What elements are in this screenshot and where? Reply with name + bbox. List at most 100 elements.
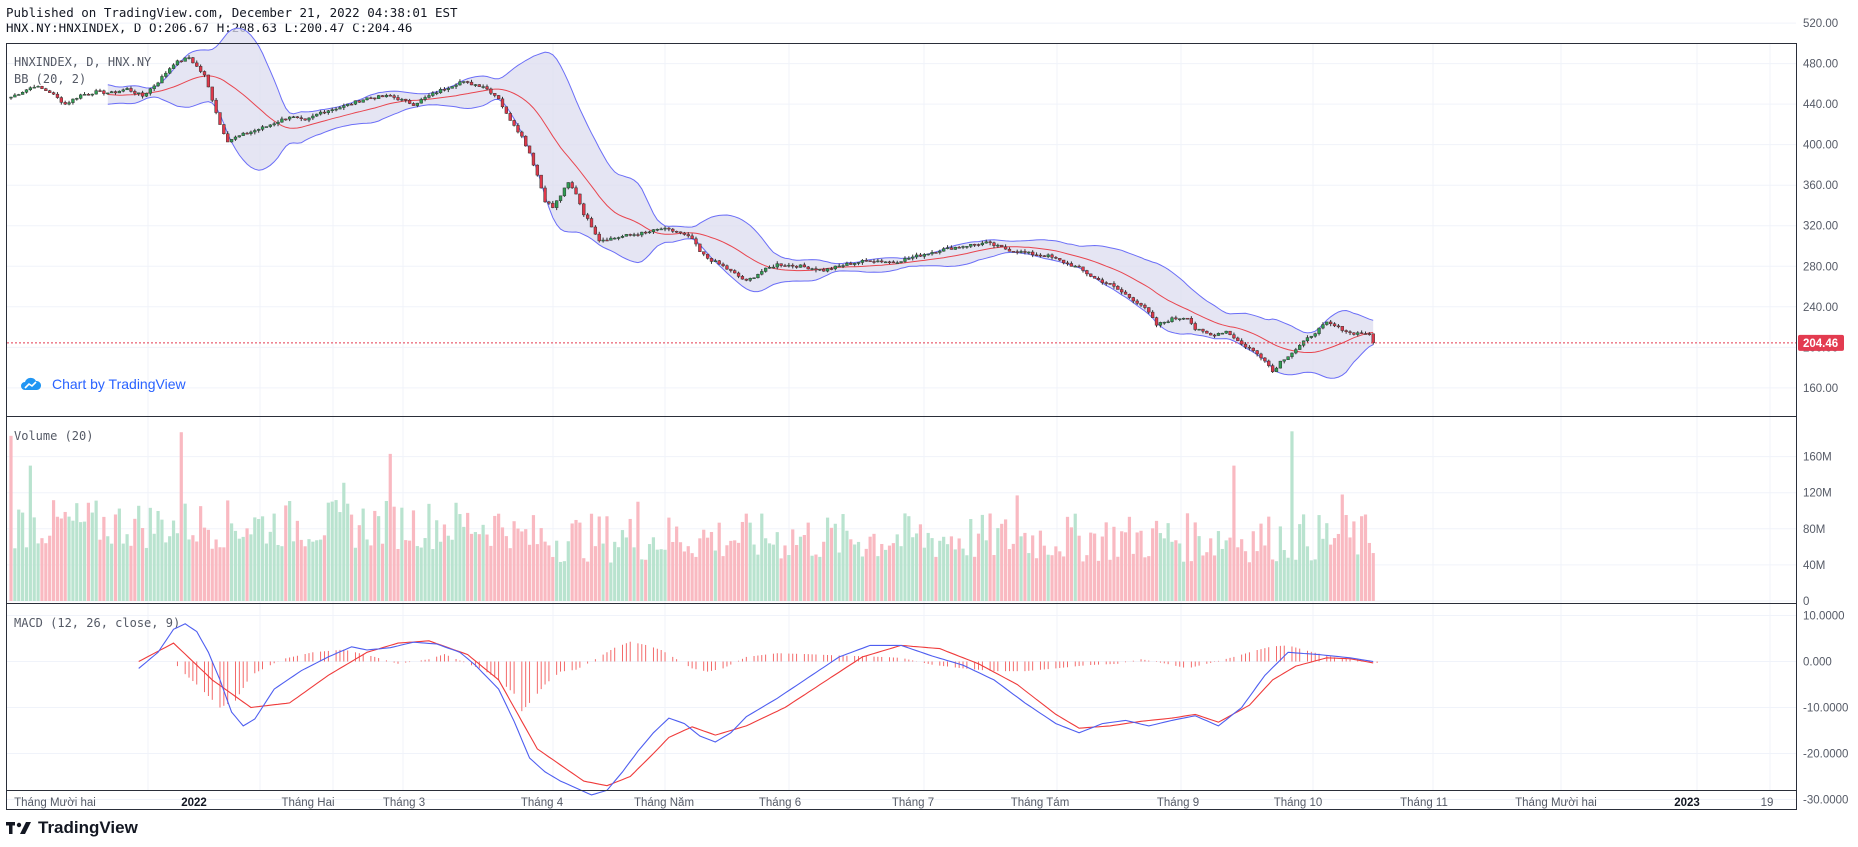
- published-line: Published on TradingView.com, December 2…: [6, 5, 458, 20]
- candle-115: [454, 83, 458, 89]
- price-legend-bb: BB (20, 2): [14, 72, 86, 86]
- candle-28: [117, 90, 122, 94]
- time-tick-label: Tháng 7: [892, 797, 934, 809]
- volume-bar-240: [938, 540, 942, 601]
- volume-bar-157: [616, 547, 621, 601]
- candle-body-107: [423, 97, 427, 100]
- candle-body-98: [388, 94, 392, 97]
- candle-12: [55, 92, 60, 99]
- candle-body-276: [1077, 265, 1081, 268]
- candle-60: [241, 131, 245, 136]
- volume-bar-60: [241, 536, 245, 601]
- candle-body-221: [864, 260, 868, 262]
- candle-164: [644, 230, 648, 235]
- tradingview-brand[interactable]: TradingView: [6, 818, 138, 838]
- candle-body-241: [942, 248, 946, 252]
- candle-44: [179, 60, 183, 63]
- candle-317: [1236, 336, 1240, 342]
- time-tick-label: Tháng 6: [759, 797, 801, 809]
- time-tick-label: Tháng Năm: [634, 797, 694, 809]
- volume-bar-347: [1352, 521, 1356, 601]
- candle-248: [969, 244, 973, 249]
- macd-axis[interactable]: 10.0000 0.000 -10.0000 -20.0000 -30.0000: [1803, 611, 1848, 807]
- candle-body-237: [926, 253, 930, 256]
- candle-86: [342, 103, 346, 111]
- candle-body-144: [566, 182, 570, 189]
- volume-bar-105: [415, 546, 419, 601]
- candle-body-288: [1123, 291, 1128, 295]
- volume-bar-11: [51, 500, 56, 601]
- candle-109: [431, 91, 435, 97]
- candle-319: [1243, 342, 1248, 349]
- candle-77: [307, 117, 311, 123]
- time-axis[interactable]: Tháng Mười hai 2022 Tháng Hai Tháng 3 Tháng …: [14, 797, 1773, 809]
- candle-232: [907, 256, 911, 260]
- candle-body-1: [13, 94, 17, 98]
- candle-body-94: [373, 97, 377, 100]
- volume-bar-151: [593, 546, 597, 601]
- candle-240: [938, 249, 942, 255]
- candle-body-194: [760, 271, 764, 275]
- volume-bar-238: [930, 538, 934, 601]
- candle-205: [802, 262, 807, 268]
- volume-bar-110: [435, 520, 439, 601]
- candle-body-315: [1228, 330, 1232, 335]
- volume-bar-332: [1294, 559, 1298, 601]
- candle-176: [690, 233, 694, 240]
- candle-body-157: [616, 237, 621, 239]
- volume-bar-305: [1189, 561, 1193, 601]
- candle-127: [500, 96, 505, 109]
- chart-watermark[interactable]: Chart by TradingView: [20, 376, 186, 392]
- volume-bar-206: [806, 522, 810, 601]
- candle-252: [984, 239, 988, 244]
- candle-279: [1089, 273, 1093, 278]
- candle-body-46: [187, 57, 191, 59]
- volume-bar-226: [884, 549, 888, 601]
- candle-body-130: [512, 120, 516, 126]
- candle-136: [535, 164, 539, 177]
- candle-21: [90, 93, 94, 97]
- volume-bar-274: [1069, 527, 1073, 601]
- candle-57: [229, 139, 234, 143]
- candle-body-197: [771, 266, 776, 269]
- candle-141: [555, 200, 559, 211]
- candle-8: [40, 85, 44, 90]
- volume-bar-17: [75, 503, 79, 601]
- volume-bar-303: [1182, 561, 1186, 601]
- candle-body-17: [75, 98, 79, 100]
- volume-bar-136: [535, 544, 539, 601]
- candle-body-47: [191, 57, 195, 64]
- candles[interactable]: [9, 55, 1375, 373]
- volume-bar-325: [1267, 516, 1271, 601]
- candle-body-24: [102, 90, 106, 94]
- volume-bar-156: [613, 541, 617, 601]
- candle-body-302: [1178, 318, 1182, 320]
- candle-body-279: [1089, 273, 1093, 277]
- candle-body-171: [671, 228, 675, 232]
- candle-body-121: [477, 84, 481, 87]
- volume-bar-160: [628, 518, 632, 601]
- volume-bar-130: [512, 521, 516, 601]
- candle-body-324: [1263, 357, 1267, 362]
- candle-body-188: [736, 272, 741, 277]
- volume-bar-281: [1096, 560, 1101, 601]
- candle-body-224: [876, 260, 880, 263]
- volume-bar-142: [558, 561, 563, 601]
- candle-214: [837, 263, 841, 268]
- candle-body-236: [922, 254, 926, 257]
- candle-233: [911, 254, 915, 261]
- volume-axis[interactable]: 0 40M 80M 120M 160M: [1803, 452, 1832, 608]
- volume-bar-150: [589, 513, 594, 601]
- candle-body-345: [1344, 330, 1348, 332]
- candle-211: [825, 268, 830, 273]
- candle-body-222: [868, 260, 872, 262]
- volume-bar-173: [678, 542, 683, 601]
- candle-271: [1058, 258, 1062, 262]
- candle-228: [891, 260, 896, 264]
- candle-66: [264, 126, 269, 128]
- candle-body-219: [856, 262, 861, 264]
- volume-bar-340: [1325, 523, 1329, 601]
- candle-body-56: [226, 133, 230, 143]
- candle-body-15: [67, 102, 71, 105]
